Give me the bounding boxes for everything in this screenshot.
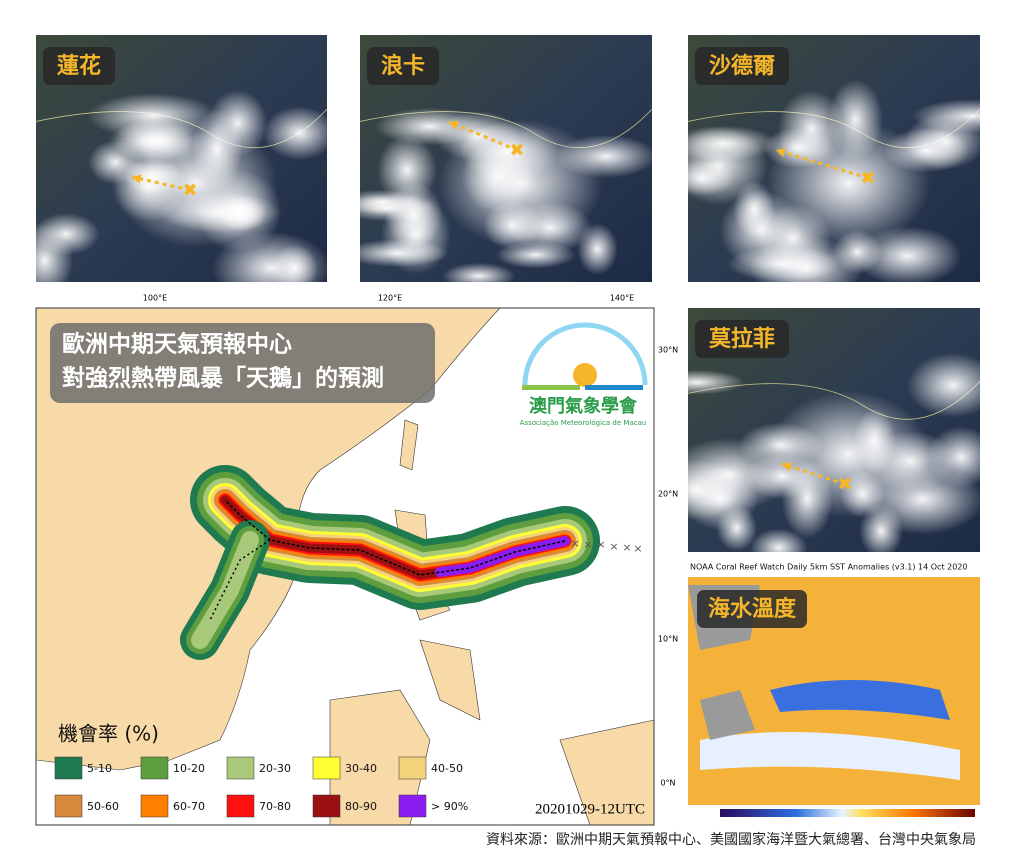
timestamp: 20201029-12UTC	[535, 801, 645, 817]
land-taiwan	[399, 419, 419, 471]
arrow-head	[449, 120, 459, 130]
panel-label: 浪卡	[381, 53, 425, 79]
arrow-head	[776, 147, 786, 158]
sst-cool	[700, 732, 960, 780]
track-arrow	[781, 462, 846, 486]
past-position: ×	[570, 537, 579, 550]
cloud	[859, 503, 904, 559]
legend-swatch	[226, 756, 255, 780]
cloud	[577, 223, 618, 275]
arrow-head	[132, 174, 142, 184]
label-bg	[697, 590, 807, 628]
lat-label: 20°N	[658, 490, 678, 499]
probability-band	[191, 531, 259, 649]
lat-label: 10°N	[658, 635, 678, 644]
logo-bar	[522, 385, 580, 390]
past-position: ×	[622, 541, 631, 554]
panel-label: 海水溫度	[708, 596, 797, 622]
cloud	[495, 240, 576, 269]
panel-label: 蓮花	[57, 53, 101, 79]
mean-track	[224, 499, 566, 576]
cloud	[442, 262, 516, 290]
storm-center: ✖	[837, 474, 852, 495]
cloud	[665, 437, 793, 511]
title-bg	[50, 323, 435, 403]
storm	[438, 118, 603, 248]
alt-track	[209, 539, 271, 621]
legend-label: 70-80	[259, 800, 291, 813]
legend-label: 80-90	[345, 800, 377, 813]
legend-swatch	[54, 794, 83, 818]
storm-center: ✖	[509, 140, 524, 161]
cloud	[669, 160, 735, 197]
past-position: ×	[633, 542, 642, 555]
legend-label: 20-30	[259, 762, 291, 775]
cloud	[262, 106, 337, 161]
legend-label: 60-70	[173, 800, 205, 813]
past-position: ×	[583, 538, 592, 551]
legend-label: 40-50	[431, 762, 463, 775]
logo-sub: Associação Meteorológica de Macau	[520, 419, 647, 427]
past-position: ×	[596, 538, 605, 551]
legend-swatch	[312, 756, 341, 780]
cloud	[377, 135, 437, 206]
sst-land	[700, 690, 755, 740]
lat-label: 30°N	[658, 346, 678, 355]
logo-arc	[522, 322, 648, 386]
legend-label: 50-60	[87, 800, 119, 813]
label-bg	[695, 320, 789, 358]
cloud	[726, 245, 840, 282]
lat-label: 0°N	[660, 779, 675, 788]
sst-colorbar	[720, 809, 975, 817]
legend-swatch	[140, 756, 169, 780]
sst-cold	[770, 680, 950, 720]
source: 資料來源：歐洲中期天氣預報中心、美國國家海洋暨大氣總署、台灣中央氣象局	[486, 831, 976, 848]
land-newguinea	[559, 719, 654, 825]
legend-label: 5-10	[87, 762, 112, 775]
lon-label: 100°E	[143, 294, 167, 303]
track-arrow	[775, 148, 869, 180]
panel-label: 莫拉菲	[709, 326, 775, 352]
cloud	[649, 370, 745, 395]
cloud	[907, 352, 999, 418]
lon-label: 140°E	[610, 294, 634, 303]
lon-label: 120°E	[378, 294, 402, 303]
legend-label: > 90%	[431, 800, 468, 813]
logo-sun	[573, 363, 597, 387]
storm-center: ✖	[860, 168, 875, 189]
arrow-head	[782, 462, 792, 472]
legend-label: 10-20	[173, 762, 205, 775]
logo-name: 澳門氣象學會	[529, 395, 638, 417]
legend-swatch	[140, 794, 169, 818]
cloud	[750, 528, 808, 568]
panel-label: 沙德爾	[709, 53, 775, 79]
legend-swatch	[398, 794, 427, 818]
legend-label: 30-40	[345, 762, 377, 775]
label-bg	[43, 47, 115, 85]
legend-swatch	[398, 756, 427, 780]
map-title: 歐洲中期天氣預報中心	[62, 331, 292, 358]
logo-bar	[585, 385, 643, 390]
storm-center: ✖	[182, 180, 197, 201]
map-title: 對強烈熱帶風暴「天鵝」的預測	[62, 365, 384, 392]
legend-swatch	[54, 756, 83, 780]
legend-title: 機會率 (%)	[58, 722, 159, 746]
label-bg	[367, 47, 439, 85]
cloud	[16, 223, 74, 298]
legend-swatch	[312, 794, 341, 818]
label-bg	[695, 47, 789, 85]
storm	[766, 390, 931, 518]
storm	[114, 118, 278, 248]
cloud	[926, 426, 996, 489]
legend-swatch	[226, 794, 255, 818]
past-position: ×	[609, 540, 618, 553]
storm	[766, 118, 931, 248]
sst-header: NOAA Coral Reef Watch Daily 5km SST Anom…	[690, 563, 967, 572]
map-frame	[35, 307, 655, 826]
land-philippines	[419, 639, 481, 721]
track-arrow	[131, 175, 191, 192]
